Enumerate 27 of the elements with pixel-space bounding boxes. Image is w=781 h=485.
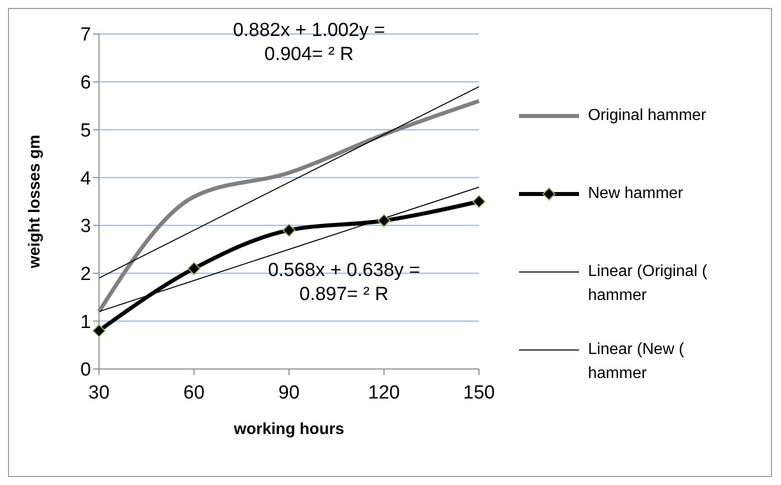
point	[92, 324, 106, 338]
y-tick-label: 1	[80, 312, 91, 333]
y-tick-label: 0	[80, 360, 91, 381]
y-tick-label: 4	[80, 168, 92, 190]
line-series	[98, 86, 480, 279]
legend-label: Linear (New ( hammer	[588, 340, 686, 384]
x-tick-label: 30	[88, 382, 110, 404]
x-tick-label: 60	[183, 382, 205, 404]
point	[188, 262, 200, 275]
y-tick-label: 6	[80, 72, 91, 94]
x-tick-label: 90	[278, 382, 300, 404]
x-tick-label: 150	[463, 382, 495, 404]
y-tick-label: 5	[80, 120, 91, 142]
x-tick-label: 120	[368, 382, 400, 404]
annotation: 0.882x + 1.002y = 0.904= ² R	[232, 19, 386, 67]
y-tick-label: 7	[80, 24, 91, 46]
legend-label: New hammer	[588, 184, 684, 204]
y-tick-label: 3	[80, 216, 91, 238]
legend-label: Original hammer	[588, 106, 708, 126]
y-axis-title: weight losses gm	[26, 134, 44, 270]
point	[282, 224, 296, 237]
point	[472, 195, 486, 208]
point	[378, 214, 390, 228]
annotation: 0.568x + 0.638y = 0.897= ² R	[266, 259, 422, 307]
x-axis-title: working hours	[232, 421, 344, 438]
legend-label: Linear (Original ( hammer	[588, 262, 708, 306]
y-tick-label: 2	[80, 264, 91, 286]
